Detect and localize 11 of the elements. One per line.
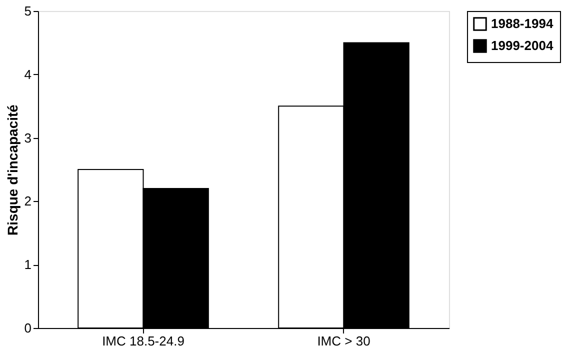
x-tick-label: IMC > 30 (317, 334, 370, 348)
y-tick-label: 4 (24, 66, 32, 82)
legend-label: 1988-1994 (491, 16, 554, 31)
y-tick-label: 1 (24, 257, 32, 272)
y-tick-label: 2 (24, 194, 32, 209)
y-axis-title: Risque d'incapacité (4, 104, 20, 236)
y-tick-label: 0 (24, 320, 32, 336)
y-tick-label: 5 (24, 4, 32, 18)
x-tick-label: IMC 18.5-24.9 (102, 334, 184, 348)
y-tick-label: 3 (24, 130, 32, 146)
legend-label: 1999-2004 (491, 38, 554, 53)
